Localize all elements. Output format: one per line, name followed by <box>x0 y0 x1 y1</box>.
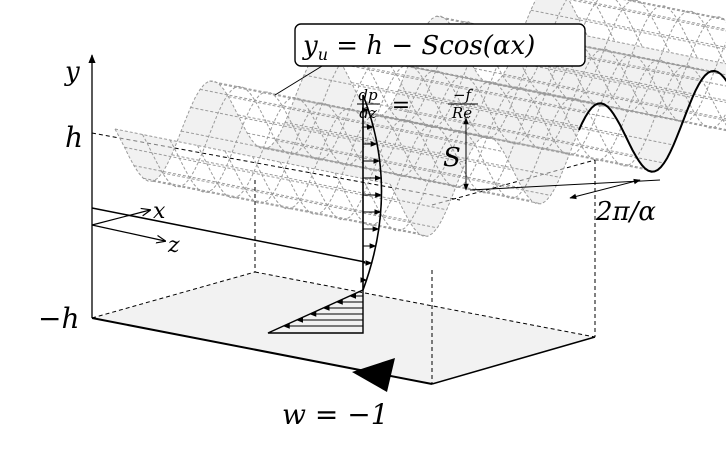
svg-text:Re: Re <box>451 104 472 122</box>
front-left-edge <box>91 207 366 263</box>
bottom-wall-far-edge <box>254 271 596 338</box>
mesh-line <box>577 17 726 48</box>
amplitude-label: S <box>443 143 461 173</box>
mesh-line <box>370 112 646 169</box>
y-axis-label: y <box>64 57 80 87</box>
wall-velocity-arrow <box>352 358 395 392</box>
mesh-line <box>379 115 655 172</box>
mesh-line <box>474 67 726 120</box>
svg-text:dp: dp <box>358 86 378 104</box>
mesh-line <box>334 59 726 226</box>
mesh-line <box>362 65 726 232</box>
z-axis-label: z <box>167 233 180 258</box>
top-plane-right-edge <box>431 159 596 206</box>
svg-text:=: = <box>392 93 410 118</box>
mesh-line <box>197 0 671 199</box>
bottom-wall-plate <box>92 272 595 384</box>
mesh-line <box>483 80 726 131</box>
equation-box <box>294 23 586 67</box>
mesh-line <box>307 41 726 221</box>
pressure-profile-arrows <box>360 107 383 283</box>
wavelength-marker <box>569 178 641 200</box>
mesh-line <box>142 0 616 188</box>
x-axis-label: x <box>153 199 166 224</box>
mesh-line <box>266 148 542 205</box>
bottom-wall-back-edge <box>91 271 256 319</box>
surface-equation: yu = h − Scos(αx) <box>302 31 535 64</box>
upper-wall-front-profile <box>578 69 726 173</box>
minus-h-label: −h <box>38 302 80 335</box>
mesh-line <box>530 9 726 50</box>
mesh-line <box>492 83 726 132</box>
pressure-gradient-equation: dp dz = −f Re <box>357 86 478 122</box>
mesh-line <box>587 35 726 65</box>
mesh-line <box>209 80 485 137</box>
x-axis <box>91 210 150 226</box>
bottom-wall-right-edge <box>431 336 596 385</box>
mesh-line <box>169 0 643 193</box>
mesh-line <box>569 0 726 32</box>
wavelength-label: 2π/α <box>595 197 656 227</box>
wall-velocity-label: w = −1 <box>282 398 389 431</box>
svg-text:dz: dz <box>359 104 377 122</box>
svg-text:−f: −f <box>453 86 474 104</box>
z-axis <box>91 224 165 241</box>
mesh-line <box>279 16 726 215</box>
h-label: h <box>65 121 83 154</box>
mesh-line <box>252 10 726 210</box>
shear-profile-arrows <box>282 293 363 329</box>
mesh-line <box>218 83 495 140</box>
